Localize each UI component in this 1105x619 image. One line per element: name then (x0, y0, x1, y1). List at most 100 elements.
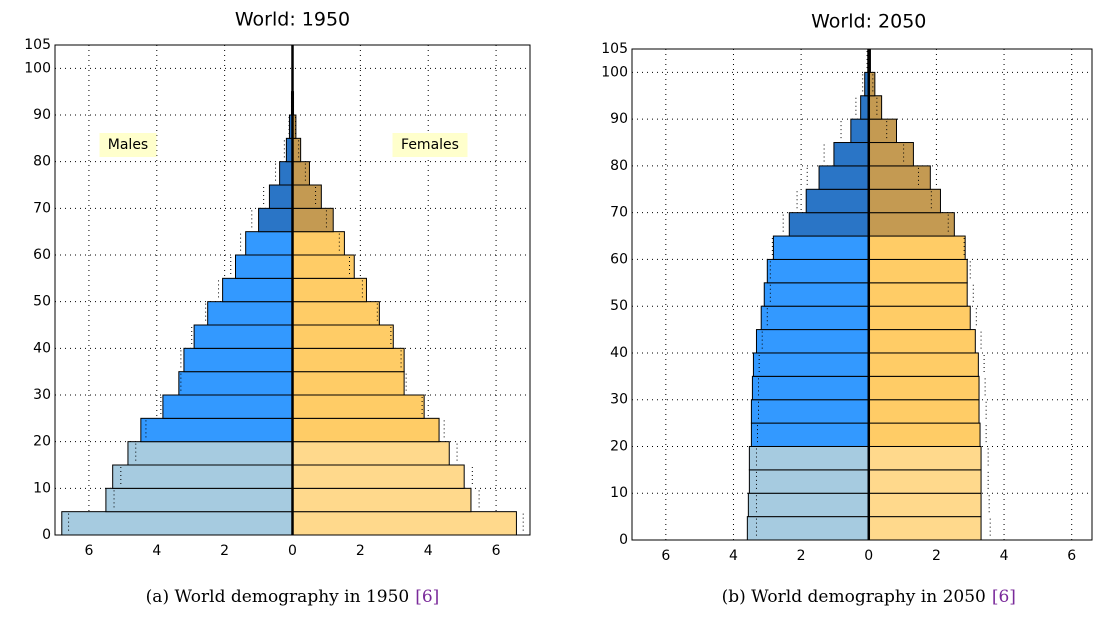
y-tick-label: 80 (610, 158, 628, 174)
bar (235, 254, 293, 279)
bar (61, 511, 293, 536)
y-tick-label: 60 (610, 251, 628, 267)
bar (292, 394, 425, 419)
legend-label: Females (401, 137, 459, 153)
bar (178, 371, 293, 396)
bar (245, 231, 294, 256)
bar (788, 212, 870, 237)
y-tick-label: 105 (601, 41, 628, 57)
bar (292, 277, 367, 303)
y-tick-label: 30 (33, 387, 51, 403)
y-tick-label: 80 (33, 154, 51, 170)
bar (292, 347, 405, 373)
bar (868, 305, 971, 331)
bar (755, 329, 870, 354)
x-tick-label: 2 (356, 543, 365, 559)
x-tick-label: 4 (424, 543, 433, 559)
bar (292, 324, 394, 349)
bar (183, 347, 293, 373)
bar (292, 417, 440, 443)
bar (868, 212, 955, 237)
bar (868, 445, 982, 471)
bar (868, 142, 914, 167)
caption-ref: [6] (992, 587, 1016, 607)
caption: (b) World demography in 2050 [6] (722, 587, 1016, 607)
bar (748, 469, 870, 494)
bar (112, 464, 293, 489)
bar (868, 258, 968, 284)
bar (868, 492, 982, 518)
bar (193, 324, 294, 349)
y-tick-label: 60 (33, 247, 51, 263)
y-tick-label: 10 (33, 480, 51, 496)
bar (292, 207, 334, 233)
bar (868, 188, 941, 214)
bar (868, 399, 980, 424)
bar (292, 231, 345, 256)
bar (752, 352, 870, 377)
legend-box (392, 133, 468, 157)
y-tick-label: 0 (619, 532, 628, 548)
bar (292, 371, 405, 396)
bar (868, 422, 981, 447)
bar (258, 207, 294, 233)
bar (868, 375, 980, 401)
plot-frame (631, 48, 1093, 541)
bar (868, 329, 976, 354)
bar (748, 445, 870, 471)
bar (207, 301, 293, 326)
bar (268, 184, 293, 209)
x-tick-label: 6 (84, 543, 93, 559)
y-tick-label: 50 (610, 298, 628, 314)
bar (105, 487, 294, 513)
caption: (a) World demography in 1950 [6] (146, 587, 440, 607)
caption-ref: [6] (415, 587, 439, 607)
bar (292, 441, 450, 466)
x-tick-label: 2 (932, 548, 941, 564)
y-tick-label: 90 (610, 111, 628, 127)
bar (818, 165, 870, 190)
y-tick-label: 70 (33, 200, 51, 216)
x-tick-label: 4 (1000, 548, 1009, 564)
bar (868, 282, 968, 307)
x-tick-label: 2 (797, 548, 806, 564)
x-tick-label: 4 (729, 548, 738, 564)
caption-text: (a) World demography in 1950 (146, 587, 410, 607)
y-tick-label: 105 (24, 37, 51, 53)
x-tick-label: 2 (220, 543, 229, 559)
bar (222, 277, 294, 303)
bar (833, 142, 870, 167)
y-tick-label: 20 (610, 438, 628, 454)
y-tick-label: 30 (610, 392, 628, 408)
bar (292, 511, 517, 536)
y-tick-label: 100 (601, 64, 628, 80)
bar (279, 161, 294, 186)
chart-title: World: 2050 (811, 11, 926, 33)
bar (292, 184, 322, 209)
bar (868, 469, 982, 494)
y-tick-label: 100 (24, 60, 51, 76)
x-tick-label: 4 (152, 543, 161, 559)
y-tick-label: 70 (610, 205, 628, 221)
bar (763, 282, 870, 307)
bar (868, 95, 883, 120)
bar (868, 118, 898, 144)
bar (750, 422, 870, 447)
y-tick-label: 0 (42, 527, 51, 543)
y-tick-label: 10 (610, 485, 628, 501)
bar (805, 188, 870, 214)
bar (292, 161, 310, 186)
x-tick-label: 6 (661, 548, 670, 564)
caption-text: (b) World demography in 2050 (722, 587, 986, 607)
x-tick-label: 0 (864, 548, 873, 564)
bar (850, 118, 870, 144)
y-tick-label: 40 (610, 345, 628, 361)
bar (868, 516, 982, 541)
bar (292, 301, 380, 326)
bar (868, 165, 931, 190)
bar (766, 258, 870, 284)
bar (292, 464, 465, 489)
